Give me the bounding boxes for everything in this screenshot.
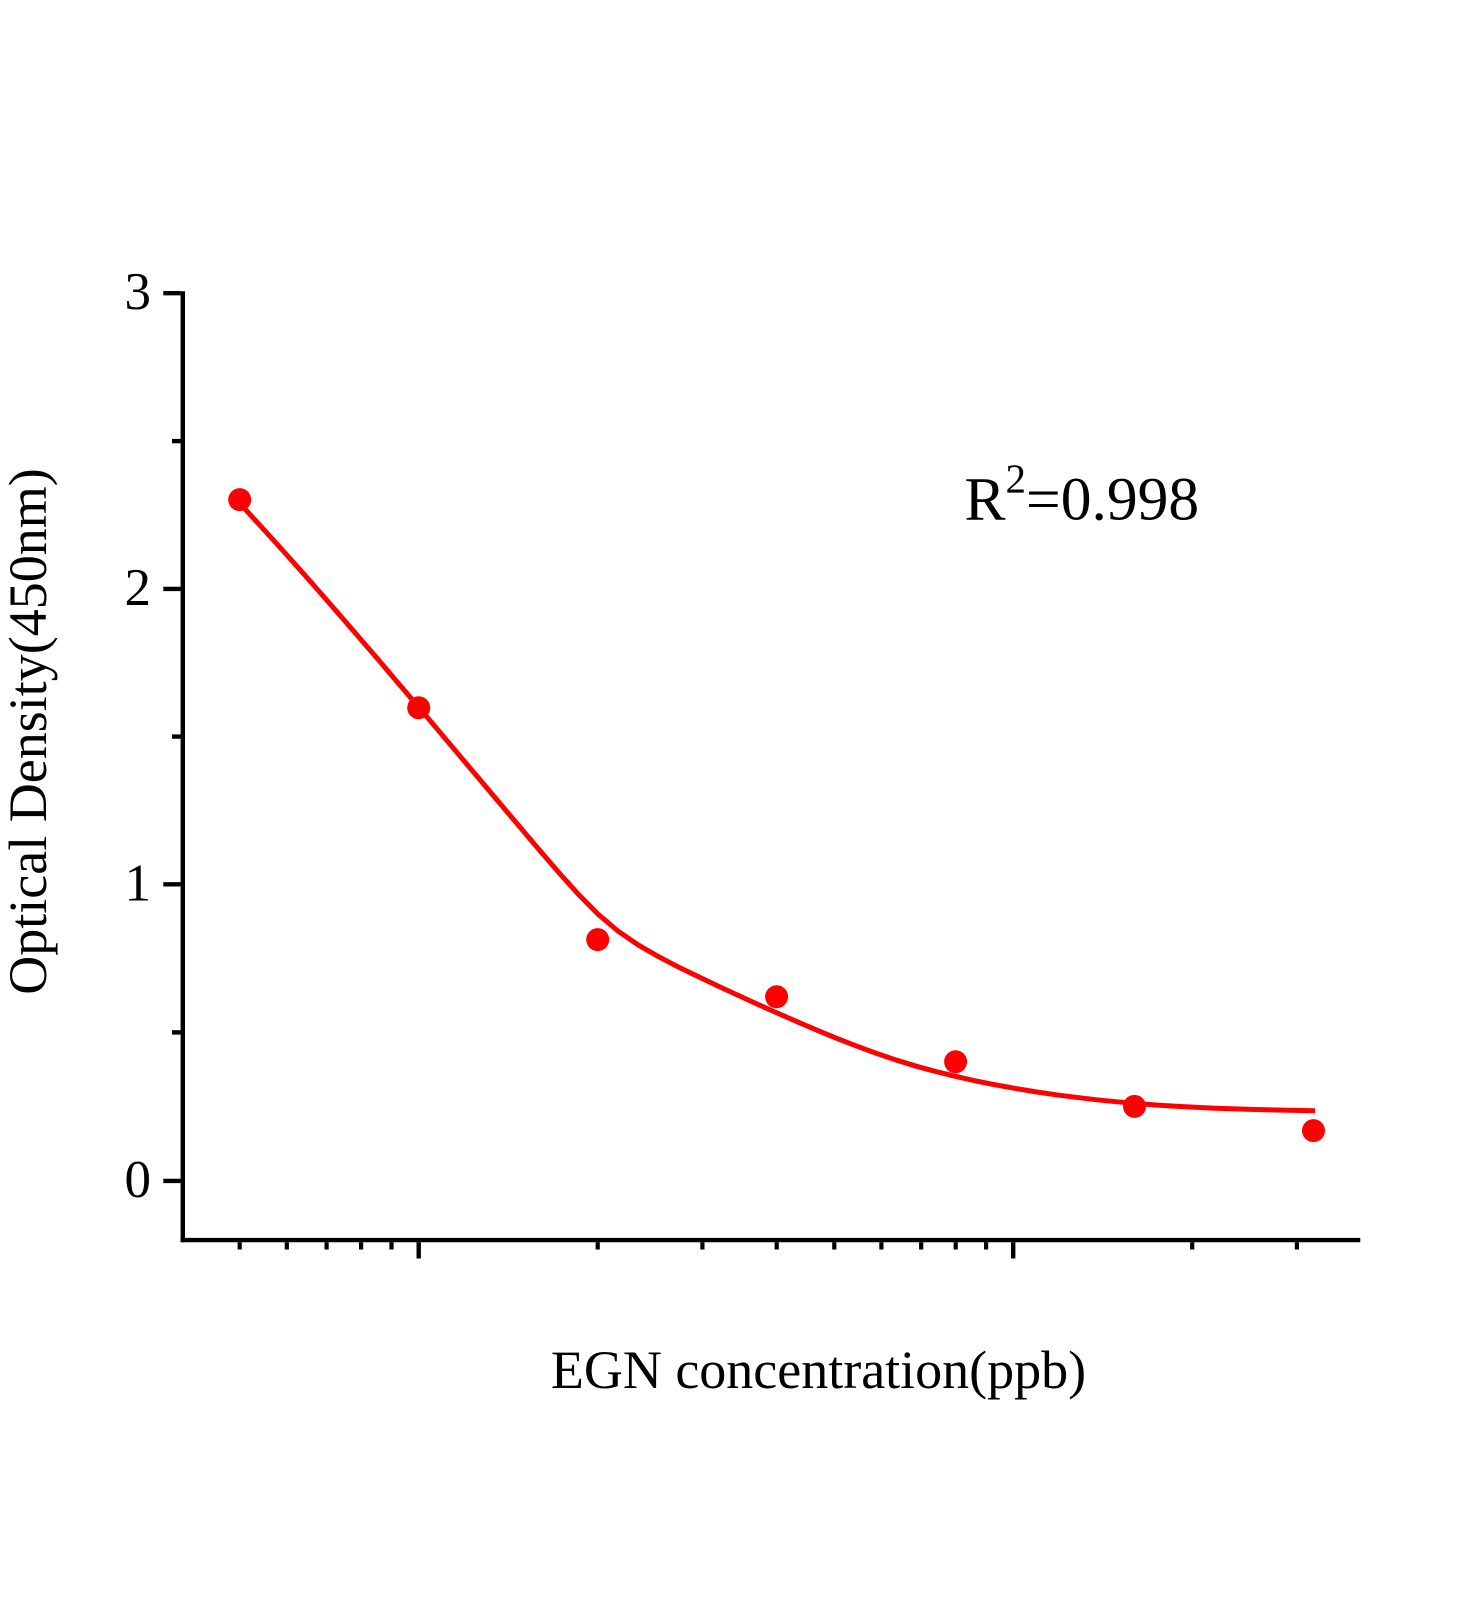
svg-text:EGN concentration(ppb): EGN concentration(ppb) (551, 1340, 1086, 1400)
svg-text:Optical Density(450nm): Optical Density(450nm) (0, 468, 58, 994)
svg-text:0: 0 (125, 1151, 152, 1209)
svg-text:R2=0.998: R2=0.998 (965, 455, 1200, 533)
svg-text:1: 1 (125, 854, 152, 912)
svg-text:2: 2 (125, 559, 152, 617)
svg-text:3: 3 (125, 263, 152, 321)
